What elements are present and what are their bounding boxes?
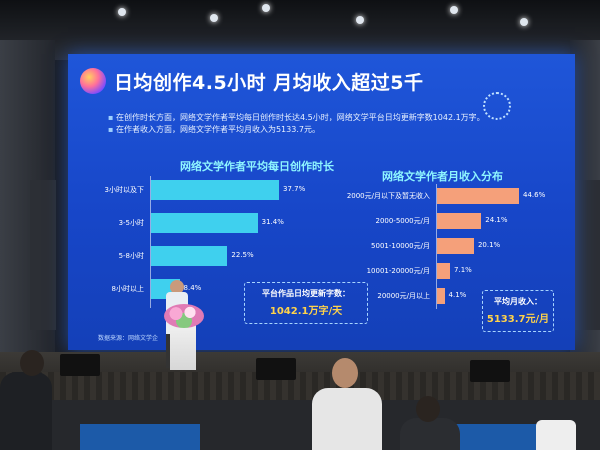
ceiling-light	[210, 14, 218, 22]
category-label: 10001-20000元/月	[366, 267, 430, 275]
slide-title: 日均创作4.5小时 月均收入超过5千	[114, 72, 424, 94]
value-label: 4.1%	[448, 291, 467, 299]
category-label: 3小时以及下	[104, 186, 144, 194]
audience-member	[400, 418, 460, 450]
value-label: 24.1%	[485, 216, 508, 224]
value-label: 44.6%	[523, 191, 546, 199]
bar	[437, 263, 451, 279]
stage-pillar	[30, 180, 56, 330]
category-label: 5001-10000元/月	[371, 242, 430, 250]
bar	[151, 180, 279, 200]
chart-axis-line	[150, 176, 151, 308]
value-label: 37.7%	[283, 185, 306, 193]
presenter-head	[170, 280, 184, 294]
daily-words-callout: 平台作品日均更新字数： 1042.1万字/天	[244, 282, 368, 324]
value-label: 20.1%	[477, 241, 501, 249]
ceiling-light	[262, 4, 270, 12]
audience-member	[0, 372, 52, 450]
value-label: 7.1%	[454, 266, 472, 274]
stage-speaker	[60, 354, 100, 376]
category-label: 8小时以上	[111, 285, 144, 293]
callout-label: 平台作品日均更新字数：	[262, 289, 350, 298]
stage-speaker	[256, 358, 296, 380]
bar	[437, 288, 445, 304]
ceiling-light	[450, 6, 458, 14]
left-chart-title: 网络文学作者平均每日创作时长	[180, 160, 334, 173]
ceiling-light	[520, 18, 528, 26]
category-label: 2000元/月以下及暂无收入	[346, 192, 430, 200]
data-source-note: 数据来源：网络文学企	[98, 335, 159, 342]
audience-member-head	[20, 350, 44, 376]
callout-label: 平均月收入：	[494, 297, 542, 306]
ceiling	[0, 0, 600, 60]
bar	[437, 238, 474, 254]
audience-member-head	[332, 358, 358, 388]
chart-axis-line	[436, 184, 437, 309]
value-label: 31.4%	[261, 218, 284, 226]
category-label: 20000元/月以上	[377, 292, 430, 300]
category-label: 5-8小时	[118, 252, 144, 260]
slide-bullets: 在创作时长方面，网络文学作者平均每日创作时长达4.5小时，网络文学平台日均更新字…	[108, 112, 485, 136]
stage-front-panel	[0, 372, 600, 402]
monthly-income-callout: 平均月收入： 5133.7元/月	[482, 290, 554, 332]
logo-ring-icon	[483, 92, 511, 120]
category-label: 2000-5000元/月	[375, 217, 430, 225]
right-chart-title: 网络文学作者月收入分布	[382, 170, 503, 183]
value-label: 8.4%	[183, 284, 202, 292]
event-logo	[483, 90, 559, 126]
bar	[151, 246, 228, 266]
bullet-line: 在创作时长方面，网络文学作者平均每日创作时长达4.5小时，网络文学平台日均更新字…	[108, 112, 485, 124]
callout-value: 5133.7元/月	[486, 314, 550, 325]
callout-value: 1042.1万字/天	[269, 306, 343, 317]
stage-speaker	[470, 360, 510, 382]
audience-member-head	[416, 396, 440, 422]
audience-chair	[536, 420, 576, 450]
bar	[437, 213, 482, 229]
projection-screen: 日均创作4.5小时 月均收入超过5千 在创作时长方面，网络文学作者平均每日创作时…	[68, 54, 575, 350]
bar	[437, 188, 519, 204]
bar	[151, 213, 258, 233]
audience-table	[80, 424, 200, 450]
ceiling-light	[356, 16, 364, 24]
ceiling-light	[118, 8, 126, 16]
category-label: 3-5小时	[118, 219, 144, 227]
flower-arrangement	[164, 304, 204, 328]
bullet-line: 在作者收入方面，网络文学作者平均月收入为5133.7元。	[108, 124, 468, 136]
value-label: 22.5%	[231, 251, 254, 259]
audience-member	[312, 388, 382, 450]
decorative-gradient-orb	[80, 68, 106, 94]
stage-pillar	[574, 180, 600, 330]
